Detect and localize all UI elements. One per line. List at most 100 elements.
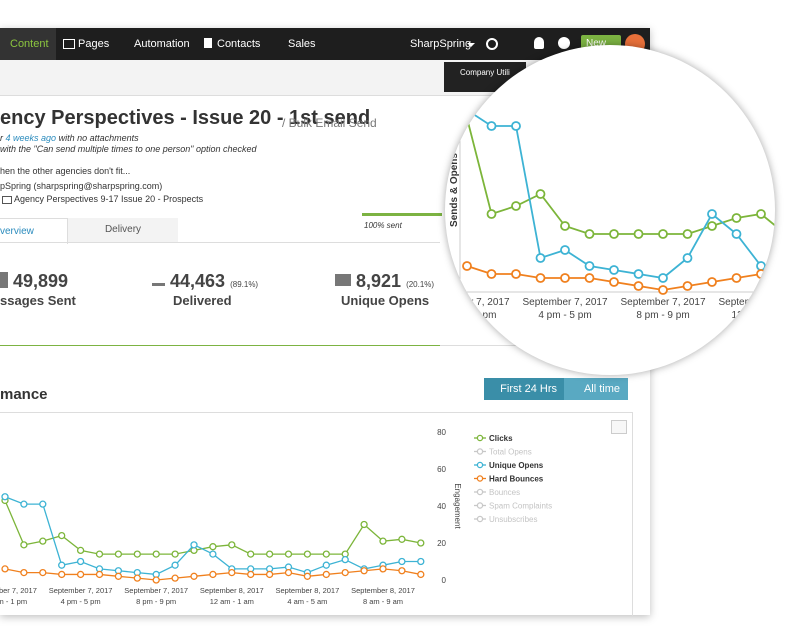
legend-marker: [476, 461, 484, 469]
range-button-active[interactable]: First 24 Hrs: [484, 378, 564, 400]
stat-icon: [335, 274, 351, 286]
legend-marker: [476, 502, 484, 509]
legend-label[interactable]: Total Opens: [489, 448, 532, 457]
legend-label[interactable]: Hard Bounces: [489, 475, 544, 484]
data-point: [658, 229, 668, 239]
data-point: [707, 209, 717, 219]
nav-item[interactable]: Contacts: [217, 38, 261, 50]
data-point: [609, 229, 619, 239]
description: hen the other agencies don't fit...: [0, 166, 131, 176]
nav-item[interactable]: Content: [10, 38, 49, 50]
data-point: [322, 550, 330, 558]
data-point: [609, 277, 619, 287]
data-point: [95, 550, 104, 558]
data-point: [682, 229, 693, 239]
text: 8,921: [356, 271, 402, 291]
data-point: [398, 557, 406, 566]
x-tick-label: September 8, 2017 8 am - 9 am: [351, 586, 415, 606]
data-point: [76, 557, 85, 566]
stat-value: 49,899: [13, 271, 69, 291]
nav-item[interactable]: Automation: [134, 38, 190, 50]
data-point: [284, 568, 293, 577]
legend-label[interactable]: Clicks: [489, 434, 513, 443]
data-point: [658, 273, 668, 283]
y-axis-title: Engagement: [453, 483, 462, 529]
legend-label[interactable]: Unsubscribes: [489, 515, 537, 524]
chart-menu[interactable]: [611, 420, 627, 434]
legend-label[interactable]: Unique Opens: [489, 461, 544, 470]
link[interactable]: 4 weeks ago: [5, 133, 57, 143]
data-point: [486, 209, 497, 219]
range-button[interactable]: All time: [564, 378, 628, 400]
data-point: [20, 541, 28, 549]
x-tick-label: September 7, 2017 12 pm - 1 pm: [445, 297, 510, 321]
data-point: [379, 565, 387, 573]
legend-label[interactable]: Bounces: [489, 488, 520, 497]
nav-active: [0, 28, 56, 60]
data-point: [247, 550, 255, 558]
data-point: [731, 213, 742, 223]
series-line: [466, 109, 775, 279]
data-point: [114, 572, 123, 580]
data-point: [76, 570, 85, 579]
stat-label: Delivered: [173, 293, 232, 308]
data-point: [265, 570, 274, 579]
data-point: [133, 574, 141, 582]
data-point: [284, 550, 293, 558]
data-point: [228, 568, 236, 577]
data-point: [322, 561, 330, 569]
data-point: [756, 269, 766, 279]
data-point: [462, 261, 472, 271]
data-point: [584, 261, 595, 271]
data-point: [1, 493, 9, 501]
y-tick-label: 20: [437, 539, 446, 548]
user-icon[interactable]: [534, 37, 544, 49]
data-point: [535, 189, 546, 199]
data-point: [379, 537, 387, 545]
email-title: ency Perspectives - Issue 20 - 1st send: [0, 107, 371, 129]
help-icon[interactable]: [558, 37, 570, 49]
data-point: [584, 273, 595, 283]
caret: [467, 43, 475, 51]
data-point: [682, 281, 693, 291]
option-note: with the "Can send multiple times to one…: [0, 144, 257, 154]
stat-label: ssages Sent: [0, 293, 76, 308]
account-menu[interactable]: SharpSpring: [410, 38, 472, 50]
data-point: [417, 557, 425, 566]
data-point: [190, 572, 198, 580]
data-point: [171, 550, 179, 558]
data-point: [39, 500, 47, 508]
data-point: [322, 570, 330, 579]
nav-item[interactable]: Sales: [288, 38, 316, 50]
data-point: [417, 539, 425, 547]
x-tick-label: September 7, 2017 4 pm - 5 pm: [522, 297, 608, 321]
data-point: [398, 535, 406, 543]
x-tick-label: September 8, 2017 4 am - 5 am: [275, 586, 340, 606]
legend-marker: [476, 515, 484, 523]
tooltip-text: Company Utili: [460, 68, 510, 77]
search-icon[interactable]: [486, 38, 498, 50]
y-tick-label: 80: [437, 428, 446, 437]
data-point: [731, 229, 742, 239]
data-point: [171, 574, 179, 582]
data-point: [560, 221, 570, 231]
email-type: / Bulk Email Send: [282, 116, 377, 130]
tab[interactable]: Delivery: [68, 218, 178, 242]
nav-item[interactable]: Pages: [78, 38, 110, 50]
data-point: [560, 273, 570, 283]
data-point: [584, 229, 595, 239]
data-point: [756, 261, 766, 271]
data-point: [535, 253, 546, 263]
data-point: [535, 273, 546, 283]
sent-meta: r 4 weeks ago with no attachments: [0, 133, 139, 143]
stat-percent: (20.1%): [406, 280, 435, 289]
stat-value: 44,463 (89.1%): [170, 271, 258, 292]
legend-label[interactable]: Spam Complaints: [489, 502, 552, 511]
y-axis-title: Sends & Opens: [449, 153, 460, 227]
tab-active[interactable]: verview: [0, 218, 68, 244]
magnifier: Sends & Opens September 7, 2017 12 pm - …: [445, 45, 775, 375]
data-point: [360, 520, 368, 529]
data-point: [76, 546, 85, 555]
